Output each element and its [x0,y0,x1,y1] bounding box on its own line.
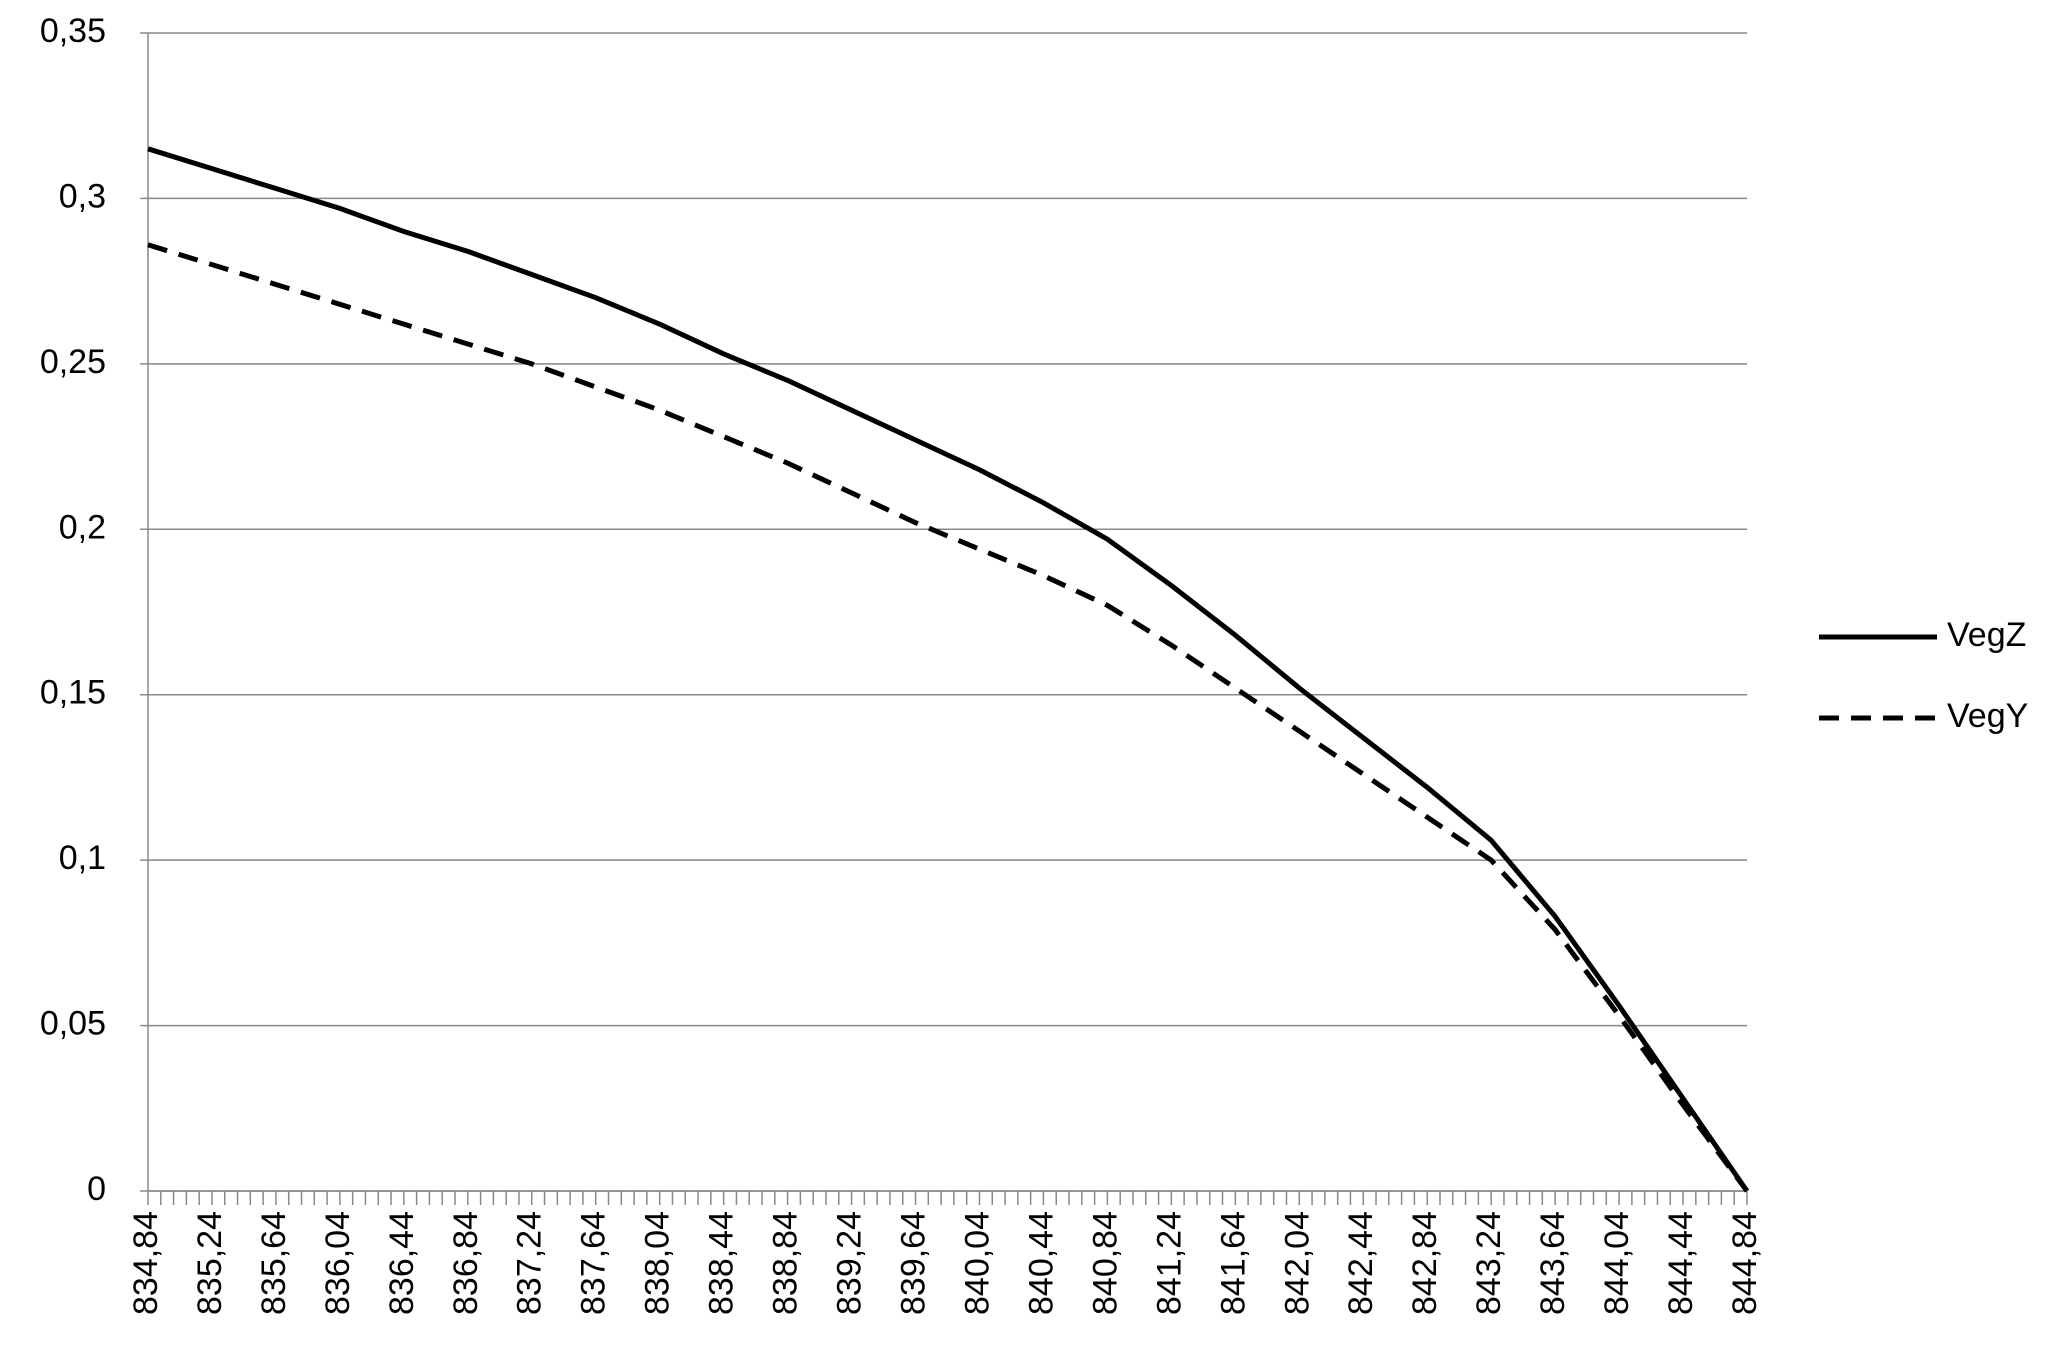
series-line [147,146,1750,1193]
x-tick-label: 840,84 [1086,1211,1124,1315]
x-tick-label: 837,24 [511,1211,549,1315]
x-tick-label: 838,44 [703,1211,741,1315]
y-tick-label: 0,2 [59,508,106,546]
x-tick-label: 843,64 [1534,1211,1572,1315]
x-tick-label: 836,84 [447,1211,485,1315]
x-tick-label: 841,24 [1150,1211,1188,1315]
x-tick-label: 839,64 [895,1211,933,1315]
x-tick-label: 838,04 [639,1211,677,1315]
y-tick-label: 0,15 [40,674,106,712]
x-tick-label: 842,44 [1342,1211,1380,1315]
x-tick-label: 842,04 [1278,1211,1316,1315]
x-tick-label: 837,64 [575,1211,613,1315]
series-line [147,242,1750,1193]
y-tick-label: 0,05 [40,1005,106,1043]
x-tick-label: 839,24 [831,1211,869,1315]
x-tick-label: 844,44 [1662,1211,1700,1315]
x-tick-label: 835,24 [191,1211,229,1315]
y-tick-label: 0 [87,1170,106,1208]
x-tick-label: 840,44 [1022,1211,1060,1315]
x-tick-label: 841,64 [1214,1211,1252,1315]
y-tick-label: 0,3 [59,177,106,215]
x-tick-label: 838,84 [767,1211,805,1315]
y-tick-label: 0,35 [40,12,106,50]
x-tick-label: 835,64 [255,1211,293,1315]
y-tick-label: 0,1 [59,839,106,877]
x-tick-label: 842,84 [1406,1211,1444,1315]
legend-label: VegY [1947,697,2028,735]
x-tick-label: 843,24 [1470,1211,1508,1315]
x-tick-label: 834,84 [127,1211,165,1315]
x-tick-label: 844,04 [1598,1211,1636,1315]
x-tick-label: 836,44 [383,1211,421,1315]
x-tick-label: 836,04 [319,1211,357,1315]
legend-label: VegZ [1947,616,2026,654]
x-tick-label: 844,84 [1726,1211,1764,1315]
x-tick-label: 840,04 [958,1211,996,1315]
y-tick-label: 0,25 [40,343,106,381]
